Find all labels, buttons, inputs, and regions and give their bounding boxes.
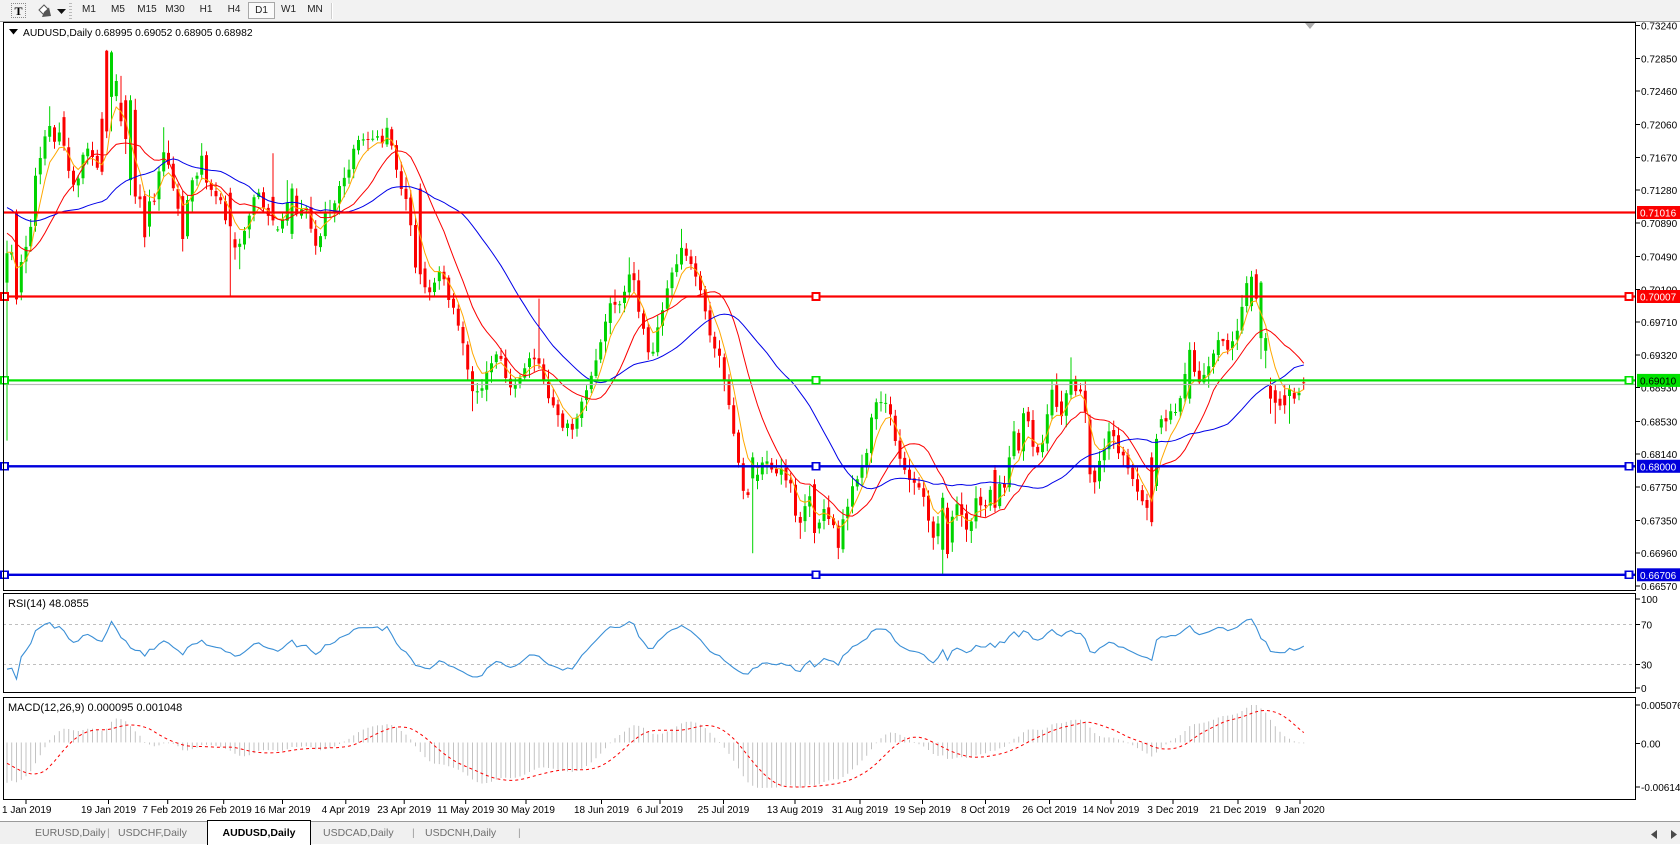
svg-text:6 Jul 2019: 6 Jul 2019 [637, 805, 684, 816]
svg-text:0.69710: 0.69710 [1641, 318, 1678, 329]
svg-text:0.68530: 0.68530 [1641, 417, 1678, 428]
svg-text:AUDUSD,Daily 0.68995 0.69052: AUDUSD,Daily 0.68995 0.69052 0.68905 0.6… [23, 28, 253, 39]
svg-text:70: 70 [1641, 621, 1653, 632]
svg-text:26 Oct 2019: 26 Oct 2019 [1022, 805, 1077, 816]
svg-text:0.68000: 0.68000 [1640, 462, 1677, 473]
svg-text:0.72460: 0.72460 [1641, 87, 1678, 98]
svg-text:18 Jun 2019: 18 Jun 2019 [574, 805, 629, 816]
svg-text:4 Apr 2019: 4 Apr 2019 [322, 805, 371, 816]
svg-text:0.00: 0.00 [1641, 740, 1661, 751]
svg-text:0.66706: 0.66706 [1640, 571, 1677, 582]
svg-text:21 Dec 2019: 21 Dec 2019 [1210, 805, 1267, 816]
svg-text:0.005076: 0.005076 [1641, 701, 1680, 712]
svg-text:0.69320: 0.69320 [1641, 351, 1678, 362]
svg-text:0.70890: 0.70890 [1641, 219, 1678, 230]
svg-text:14 Nov 2019: 14 Nov 2019 [1083, 805, 1140, 816]
svg-text:0.69010: 0.69010 [1640, 376, 1677, 387]
svg-text:0.70007: 0.70007 [1640, 293, 1677, 304]
svg-text:1 Jan 2019: 1 Jan 2019 [2, 805, 52, 816]
svg-text:30: 30 [1641, 661, 1653, 672]
svg-text:16 Mar 2019: 16 Mar 2019 [254, 805, 311, 816]
svg-text:0.67350: 0.67350 [1641, 516, 1678, 527]
svg-text:0.66960: 0.66960 [1641, 549, 1678, 560]
svg-text:25 Jul 2019: 25 Jul 2019 [698, 805, 750, 816]
svg-text:0.72060: 0.72060 [1641, 121, 1678, 132]
svg-text:MACD(12,26,9) 0.000095 0.00104: MACD(12,26,9) 0.000095 0.001048 [8, 702, 182, 714]
svg-text:0.70490: 0.70490 [1641, 253, 1678, 264]
svg-text:19 Sep 2019: 19 Sep 2019 [894, 805, 951, 816]
svg-text:8 Oct 2019: 8 Oct 2019 [961, 805, 1010, 816]
svg-text:23 Apr 2019: 23 Apr 2019 [377, 805, 431, 816]
svg-text:19 Jan 2019: 19 Jan 2019 [81, 805, 136, 816]
svg-text:30 May 2019: 30 May 2019 [497, 805, 555, 816]
svg-text:9 Jan 2020: 9 Jan 2020 [1275, 805, 1325, 816]
svg-text:7 Feb 2019: 7 Feb 2019 [142, 805, 193, 816]
svg-text:0.71670: 0.71670 [1641, 153, 1678, 164]
svg-text:13 Aug 2019: 13 Aug 2019 [767, 805, 824, 816]
svg-text:0.72850: 0.72850 [1641, 54, 1678, 65]
svg-text:0.67750: 0.67750 [1641, 483, 1678, 494]
svg-text:100: 100 [1641, 595, 1658, 606]
svg-text:0: 0 [1641, 684, 1647, 695]
svg-text:3 Dec 2019: 3 Dec 2019 [1147, 805, 1199, 816]
svg-text:0.73240: 0.73240 [1641, 22, 1678, 33]
svg-text:31 Aug 2019: 31 Aug 2019 [832, 805, 889, 816]
svg-text:0.71016: 0.71016 [1640, 209, 1677, 220]
svg-text:0.68140: 0.68140 [1641, 450, 1678, 461]
svg-text:0.71280: 0.71280 [1641, 186, 1678, 197]
svg-text:0.66570: 0.66570 [1641, 582, 1678, 593]
svg-text:-0.006148: -0.006148 [1641, 783, 1680, 794]
svg-text:0.68930: 0.68930 [1641, 384, 1678, 395]
svg-text:26 Feb 2019: 26 Feb 2019 [196, 805, 253, 816]
svg-text:RSI(14) 48.0855: RSI(14) 48.0855 [8, 598, 89, 610]
svg-text:11 May 2019: 11 May 2019 [437, 805, 495, 816]
